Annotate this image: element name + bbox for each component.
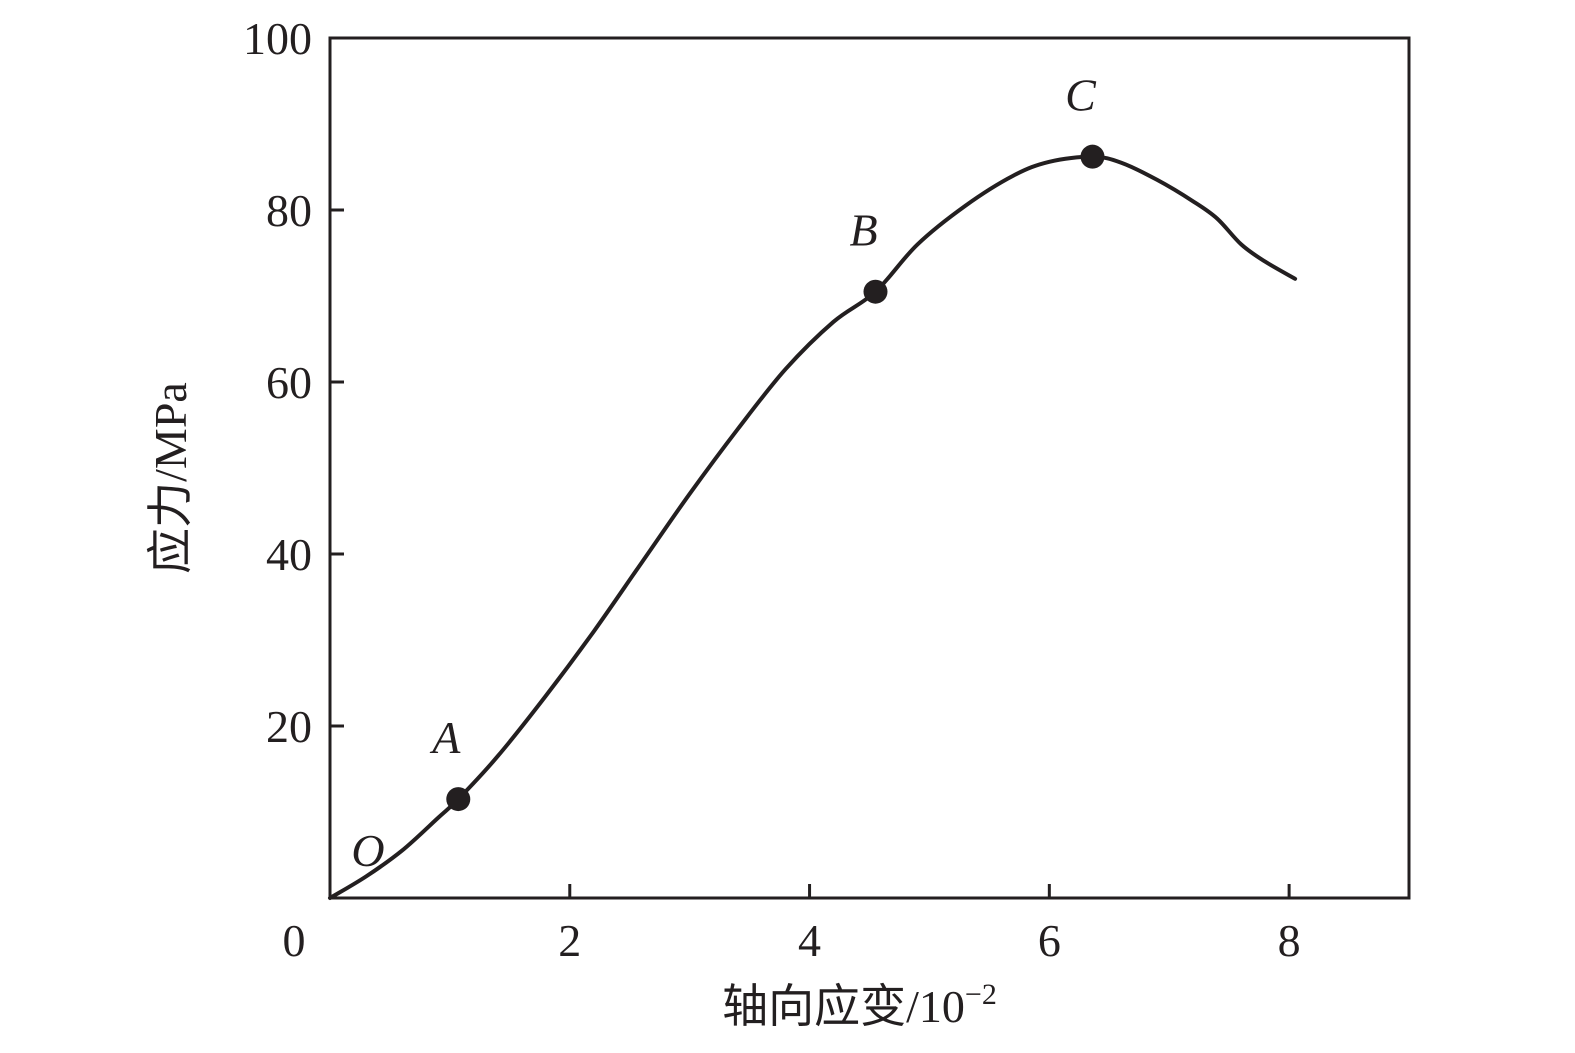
axis-ticks [330,208,1291,898]
point-o-label: O [351,825,384,876]
y-tick-label: 80 [266,185,312,236]
y-tick-label: 20 [266,701,312,752]
x-axis-title: 轴向应变/10−2 [722,978,997,1032]
point-b-label: B [849,205,877,256]
x-axis-title-text: 轴向应变/10 [722,981,965,1032]
point-b-marker [863,279,888,304]
y-axis-title: 应力/MPa [145,382,196,574]
point-a-label: A [429,712,461,763]
x-tick-label: 6 [1038,915,1061,966]
point-c-label: C [1065,70,1097,121]
stress-strain-curve [328,154,1298,900]
axis-tick-labels: 0 2 4 6 8 20 40 60 80 100 [243,13,1301,966]
point-a-marker [446,787,471,812]
x-tick-label: 0 [283,915,306,966]
y-tick-label: 60 [266,357,312,408]
plot-frame [328,36,1411,900]
x-tick-label: 2 [558,915,581,966]
key-point-labels: O A B C [351,70,1097,876]
x-axis-title-exponent: −2 [965,978,997,1011]
x-tick-label: 4 [798,915,821,966]
y-tick-label: 40 [266,529,312,580]
point-c-marker [1080,144,1105,169]
x-tick-label: 8 [1278,915,1301,966]
y-tick-label: 100 [243,13,312,64]
key-point-markers [446,144,1105,812]
